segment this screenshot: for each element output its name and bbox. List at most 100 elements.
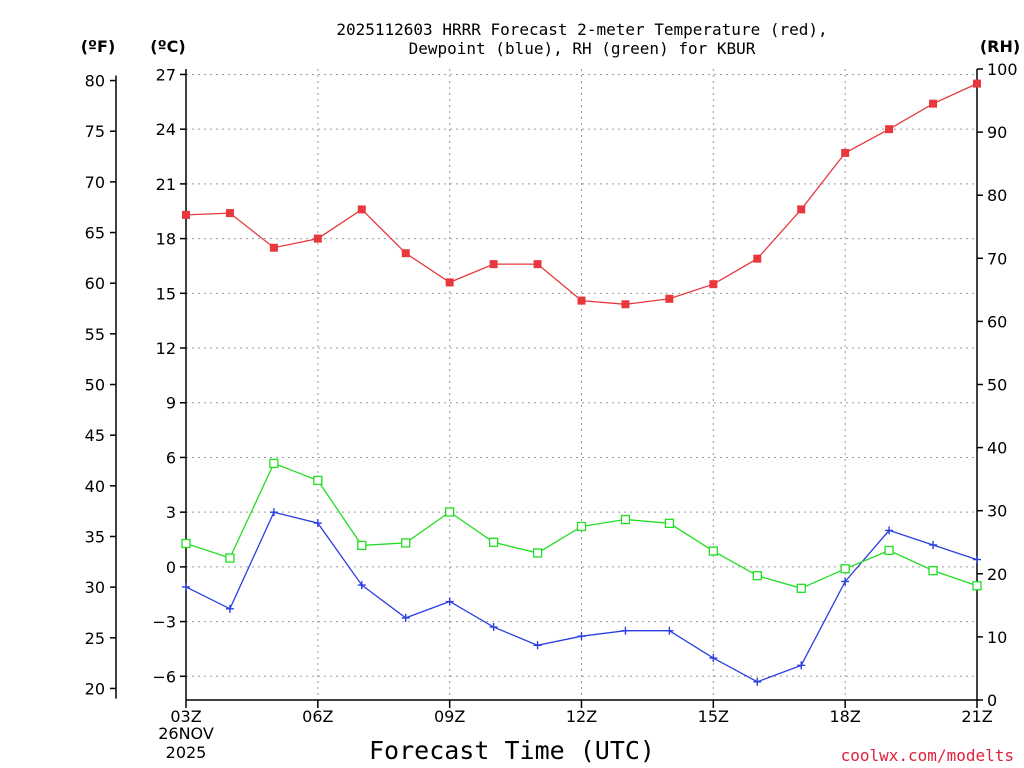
x-tick-label: 15Z — [698, 707, 729, 726]
axes — [110, 68, 983, 708]
rh-tick-label: 40 — [987, 439, 1007, 458]
rh-tick-label: 10 — [987, 628, 1007, 647]
x-tick-label: 12Z — [566, 707, 597, 726]
celsius-tick-label: 12 — [156, 339, 176, 358]
temperature-point — [841, 148, 850, 157]
dewpoint-point — [709, 654, 718, 663]
rh-point — [269, 458, 279, 469]
celsius-tick-label: −6 — [152, 667, 176, 686]
rh-point — [401, 538, 411, 548]
rh-point — [752, 571, 762, 581]
x-date-label-day: 26NOV — [158, 724, 214, 743]
x-tick-label: 06Z — [302, 707, 333, 726]
rh-point — [576, 521, 587, 532]
dewpoint-point — [753, 677, 762, 686]
rh-point — [664, 518, 675, 528]
credit-link[interactable]: coolwx.com/modelts — [841, 746, 1014, 765]
fahrenheit-tick-label: 25 — [85, 629, 105, 648]
x-tick-label: 18Z — [830, 707, 861, 726]
dewpoint-point — [665, 626, 674, 635]
dewpoint-point — [841, 577, 850, 586]
rh-tick-label: 0 — [987, 691, 997, 710]
rh-tick-label: 20 — [987, 565, 1007, 584]
temperature-point — [533, 260, 542, 269]
grid-lines — [186, 69, 977, 700]
dewpoint-point — [357, 581, 366, 590]
celsius-tick-label: 24 — [156, 120, 176, 139]
temperature-point — [621, 300, 630, 309]
rh-point — [840, 564, 850, 574]
celsius-tick-label: 3 — [166, 503, 176, 522]
dewpoint-point — [269, 508, 278, 517]
rh-point — [796, 583, 806, 593]
temperature-point — [313, 234, 322, 243]
dewpoint-point — [929, 540, 938, 549]
rh-point — [532, 548, 543, 558]
celsius-tick-label: 9 — [166, 394, 176, 413]
temperature-line — [185, 83, 978, 305]
celsius-tick-label: 21 — [156, 175, 176, 194]
dewpoint-point — [182, 582, 190, 591]
x-tick-label: 21Z — [961, 707, 992, 726]
rh-point — [488, 537, 499, 547]
rh-tick-label: 70 — [987, 249, 1007, 268]
celsius-tick-label: 18 — [156, 230, 176, 249]
temperature-point — [577, 296, 586, 305]
fahrenheit-tick-label: 40 — [85, 477, 105, 496]
dewpoint-point — [313, 519, 322, 528]
fahrenheit-tick-label: 65 — [85, 224, 105, 243]
temperature-point — [665, 294, 674, 303]
rh-point — [445, 507, 455, 517]
fahrenheit-tick-label: 75 — [85, 122, 105, 141]
fahrenheit-tick-label: 60 — [85, 274, 105, 293]
tick-labels: 03Z 06Z 09Z 12Z 15Z 18Z 21Z −6 −3 0 3 6 9 12 15 18 21 24 2… — [85, 60, 1018, 726]
x-axis-title: Forecast Time (UTC) — [369, 736, 655, 765]
temperature-point — [973, 79, 981, 88]
rh-point — [972, 581, 982, 591]
celsius-tick-label: −3 — [152, 613, 176, 632]
fahrenheit-tick-label: 45 — [85, 426, 105, 445]
rh-tick-label: 80 — [987, 186, 1007, 205]
temperature-point — [225, 209, 234, 218]
x-tick-label: 03Z — [170, 707, 201, 726]
dewpoint-point — [797, 661, 806, 670]
x-tick-label: 09Z — [434, 707, 465, 726]
rh-tick-label: 90 — [987, 123, 1007, 142]
temperature-point — [753, 254, 762, 263]
rh-tick-label: 30 — [987, 502, 1007, 521]
rh-point — [620, 514, 631, 525]
celsius-tick-label: 15 — [156, 284, 176, 303]
celsius-tick-label: 6 — [166, 448, 176, 467]
fahrenheit-tick-label: 30 — [85, 578, 105, 597]
dewpoint-point — [973, 555, 981, 564]
dewpoint-point — [577, 632, 586, 641]
fahrenheit-tick-label: 55 — [85, 325, 105, 344]
fahrenheit-tick-label: 80 — [85, 72, 105, 91]
celsius-tick-label: 27 — [156, 65, 176, 84]
fahrenheit-unit-label: (ºF) — [81, 37, 116, 56]
rh-tick-label: 50 — [987, 376, 1007, 395]
fahrenheit-tick-label: 35 — [85, 527, 105, 546]
chart-title-line1: 2025112603 HRRR Forecast 2-meter Tempera… — [336, 20, 827, 39]
temperature-point — [401, 249, 410, 258]
dewpoint-point — [533, 641, 542, 650]
rh-point — [181, 538, 191, 549]
temperature-point — [797, 205, 806, 214]
fahrenheit-tick-label: 70 — [85, 173, 105, 192]
x-date-label-year: 2025 — [166, 743, 207, 762]
temperature-point — [929, 99, 938, 108]
fahrenheit-tick-label: 20 — [85, 679, 105, 698]
rh-tick-label: 60 — [987, 312, 1007, 331]
rh-unit-label: (RH) — [980, 37, 1020, 56]
celsius-unit-label: (ºC) — [150, 37, 185, 56]
temperature-point — [709, 280, 718, 289]
chart-title-line2: Dewpoint (blue), RH (green) for KBUR — [409, 39, 756, 58]
dewpoint-point — [401, 613, 410, 622]
dewpoint-point — [225, 604, 234, 613]
dewpoint-point — [489, 623, 498, 632]
temperature-point — [269, 243, 278, 252]
rh-tick-label: 100 — [987, 60, 1018, 79]
dewpoint-point — [621, 626, 630, 635]
dewpoint-point — [445, 597, 454, 606]
temperature-point — [182, 210, 190, 219]
